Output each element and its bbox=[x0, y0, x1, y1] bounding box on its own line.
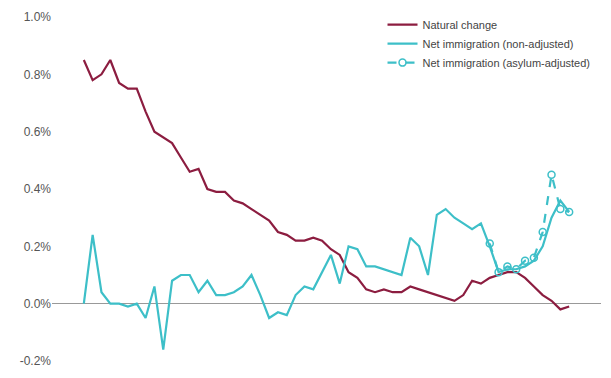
svg-text:0.8%: 0.8% bbox=[24, 68, 52, 82]
svg-text:Net immigration (asylum-adjust: Net immigration (asylum-adjusted) bbox=[423, 57, 591, 69]
svg-text:0.6%: 0.6% bbox=[24, 125, 52, 139]
svg-text:Natural change: Natural change bbox=[423, 19, 498, 31]
svg-text:Net immigration (non-adjusted): Net immigration (non-adjusted) bbox=[423, 38, 574, 50]
svg-text:0.2%: 0.2% bbox=[24, 240, 52, 254]
svg-text:0.4%: 0.4% bbox=[24, 182, 52, 196]
svg-text:0.0%: 0.0% bbox=[24, 297, 52, 311]
svg-text:1.0%: 1.0% bbox=[24, 10, 52, 24]
svg-text:-0.2%: -0.2% bbox=[20, 354, 52, 368]
